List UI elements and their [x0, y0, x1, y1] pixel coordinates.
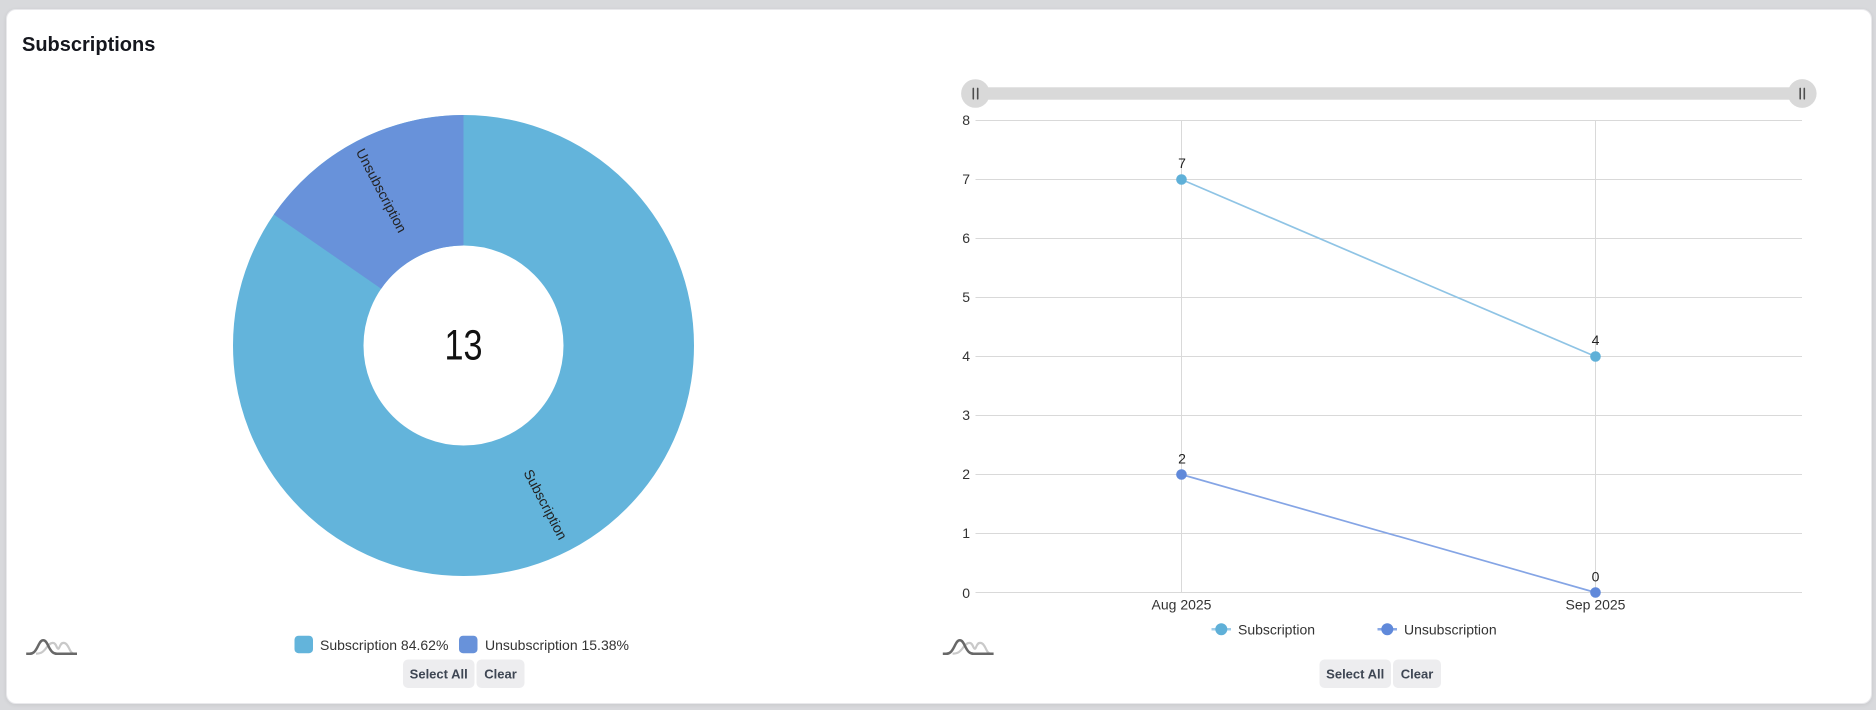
svg-text:Clear: Clear [1401, 667, 1434, 682]
svg-text:Select All: Select All [1326, 667, 1384, 682]
svg-text:2: 2 [1178, 451, 1186, 467]
svg-text:2: 2 [962, 466, 970, 482]
svg-text:Subscription 84.62%: Subscription 84.62% [320, 637, 448, 653]
svg-text:8: 8 [962, 112, 970, 128]
svg-text:7: 7 [962, 171, 970, 187]
svg-text:4: 4 [962, 348, 970, 364]
svg-text:Unsubscription: Unsubscription [1404, 622, 1497, 638]
svg-text:3: 3 [962, 407, 970, 423]
svg-text:Subscription: Subscription [1238, 622, 1315, 638]
svg-text:1: 1 [962, 525, 970, 541]
svg-text:7: 7 [1178, 155, 1186, 171]
svg-text:0: 0 [962, 585, 970, 601]
svg-text:Unsubscription 15.38%: Unsubscription 15.38% [485, 637, 629, 653]
svg-text:4: 4 [1592, 332, 1600, 348]
svg-text:6: 6 [962, 230, 970, 246]
svg-text:Subscriptions: Subscriptions [22, 34, 155, 56]
svg-text:5: 5 [962, 289, 970, 305]
svg-text:Sep 2025: Sep 2025 [1566, 597, 1626, 613]
svg-text:Aug 2025: Aug 2025 [1152, 597, 1212, 613]
svg-text:13: 13 [445, 322, 483, 370]
svg-text:0: 0 [1592, 569, 1600, 585]
svg-text:Select All: Select All [410, 667, 468, 682]
svg-text:Clear: Clear [484, 667, 517, 682]
